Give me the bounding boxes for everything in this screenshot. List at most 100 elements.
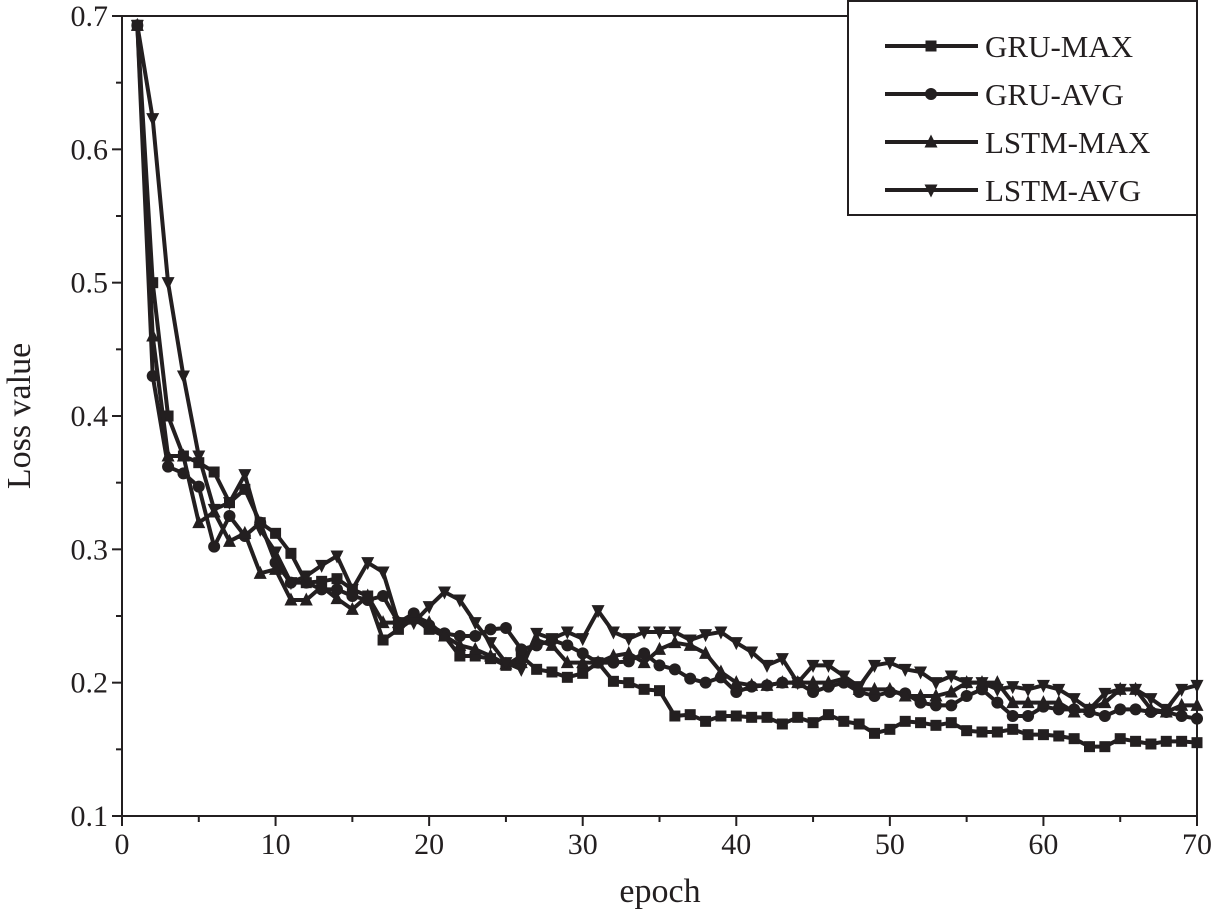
data-point-lstm-max [284, 592, 298, 606]
data-point-lstm-avg [622, 633, 636, 647]
x-tick-label: 0 [115, 828, 130, 861]
data-point-gru-max [1191, 737, 1203, 749]
data-point-gru-max [1099, 741, 1111, 753]
data-point-lstm-max [269, 561, 283, 575]
data-point-gru-avg [730, 686, 743, 698]
data-point-gru-avg [515, 643, 528, 656]
data-point-gru-max [531, 663, 543, 675]
data-point-lstm-max [714, 664, 728, 678]
data-point-gru-max [700, 715, 712, 727]
legend-marker-lstm-max [924, 134, 938, 148]
data-point-lstm-avg [161, 277, 175, 291]
data-point-lstm-avg [791, 677, 805, 691]
data-point-lstm-max [238, 525, 252, 539]
data-point-lstm-avg [453, 594, 467, 608]
data-point-lstm-max [484, 648, 498, 662]
legend-label-lstm-avg: LSTM-AVG [985, 173, 1141, 208]
data-point-lstm-avg [1067, 693, 1081, 707]
data-point-lstm-max [560, 655, 574, 669]
data-point-gru-max [377, 634, 389, 646]
data-point-gru-max [623, 677, 635, 689]
data-point-lstm-avg [192, 450, 206, 464]
data-point-lstm-max [929, 688, 943, 702]
data-point-lstm-max [883, 681, 897, 695]
data-point-lstm-max [1144, 701, 1158, 715]
data-point-lstm-avg [345, 583, 359, 597]
data-point-gru-max [654, 685, 665, 697]
data-point-lstm-avg [438, 586, 451, 600]
data-point-lstm-avg [637, 626, 651, 640]
data-point-lstm-avg [1190, 679, 1204, 693]
data-point-lstm-max [1190, 697, 1204, 711]
data-point-gru-avg [192, 480, 205, 493]
x-tick-label: 70 [1182, 828, 1212, 861]
data-point-gru-max [761, 711, 773, 723]
data-point-lstm-avg [1113, 683, 1127, 697]
data-point-lstm-avg [668, 626, 682, 640]
data-point-lstm-avg [591, 605, 605, 619]
data-point-lstm-max [1052, 695, 1066, 709]
data-point-gru-max [1022, 729, 1034, 741]
data-point-gru-max [838, 715, 850, 727]
data-point-gru-avg [162, 460, 175, 473]
data-point-gru-avg [469, 630, 482, 642]
data-point-gru-max [1084, 741, 1095, 753]
series-lstm-avg [130, 19, 1204, 717]
data-point-lstm-max [192, 515, 206, 529]
data-point-lstm-max [591, 655, 605, 669]
data-point-lstm-max [176, 448, 190, 462]
data-point-lstm-max [345, 601, 359, 615]
data-point-gru-max [730, 710, 742, 722]
data-point-lstm-avg [315, 559, 329, 573]
data-point-lstm-avg [1129, 683, 1143, 697]
data-point-gru-avg [653, 659, 666, 672]
data-point-lstm-avg [1098, 687, 1112, 701]
data-point-lstm-avg [484, 637, 498, 651]
data-point-gru-max [208, 466, 220, 478]
data-point-gru-max [469, 650, 481, 662]
data-point-lstm-max [898, 688, 912, 702]
y-tick-label: 0.1 [71, 800, 109, 833]
data-point-lstm-avg [361, 557, 375, 571]
data-point-lstm-avg [944, 670, 958, 684]
legend-marker-gru-max [925, 40, 937, 52]
data-point-lstm-avg [130, 19, 144, 33]
data-point-gru-max [715, 710, 727, 722]
data-point-lstm-avg [683, 634, 697, 648]
data-point-lstm-avg [975, 677, 989, 691]
data-point-lstm-avg [960, 677, 974, 691]
data-point-gru-avg [1006, 710, 1019, 722]
data-point-lstm-avg [1036, 679, 1050, 693]
data-point-lstm-avg [269, 546, 283, 560]
data-point-lstm-max [1021, 695, 1035, 709]
data-point-lstm-avg [299, 570, 313, 584]
data-point-lstm-avg [990, 683, 1004, 697]
data-point-gru-max [285, 547, 297, 559]
x-axis-label: epoch [619, 873, 700, 910]
data-point-lstm-max [668, 635, 682, 649]
series-line-lstm-avg [135, 25, 1198, 712]
data-point-gru-avg [453, 630, 466, 642]
data-point-lstm-avg [929, 677, 943, 691]
data-point-lstm-avg [560, 626, 574, 640]
data-point-gru-max [1130, 735, 1142, 747]
data-point-gru-avg [1191, 712, 1203, 725]
data-point-gru-max [669, 710, 681, 722]
data-point-lstm-max [315, 579, 329, 593]
data-point-lstm-max [821, 675, 835, 689]
data-point-lstm-max [806, 675, 820, 689]
data-point-gru-avg [960, 690, 973, 702]
legend: GRU-MAX GRU-AVG LSTM-MAX LSTM-AVG [847, 0, 1198, 216]
data-point-lstm-avg [238, 469, 252, 483]
data-point-gru-avg [1114, 703, 1127, 716]
data-point-gru-avg [929, 699, 942, 712]
legend-marker-gru-avg [925, 88, 937, 100]
series-lstm-max [130, 17, 1204, 718]
data-point-gru-max [930, 719, 942, 731]
data-point-lstm-max [868, 681, 881, 695]
data-point-lstm-max [729, 675, 743, 689]
data-point-lstm-max [361, 588, 375, 602]
data-point-lstm-max [223, 533, 236, 547]
data-point-gru-avg [331, 583, 343, 596]
data-point-gru-max [869, 727, 880, 739]
